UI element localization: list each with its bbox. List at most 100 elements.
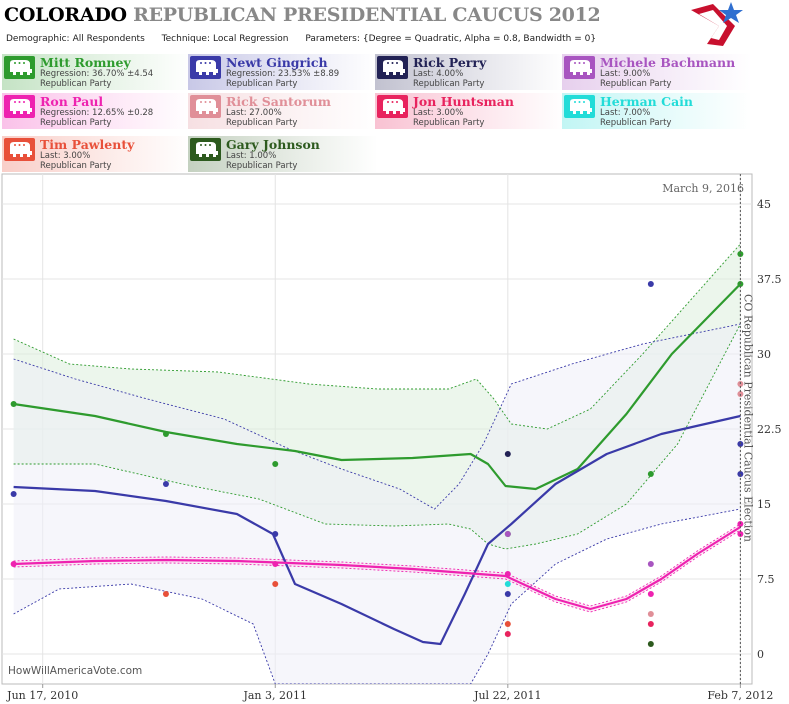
poll-point-michele-bachmann[interactable] [647, 561, 654, 567]
candidate-party: Republican Party [40, 161, 112, 171]
y-tick-label: 30 [757, 348, 771, 361]
demographic-label: Demographic: [6, 34, 70, 44]
candidate-stat: Last: 3.00% [413, 108, 464, 118]
poll-point-mitt-romney[interactable] [647, 471, 654, 477]
x-tick-label: Feb 7, 2012 [707, 689, 773, 702]
poll-point-ron-paul[interactable] [272, 561, 279, 567]
y-tick-label: 7.5 [757, 573, 775, 586]
candidate-name: Newt Gingrich [226, 55, 328, 70]
candidate-party: Republican Party [413, 118, 485, 128]
y-tick-label: 37.5 [757, 273, 782, 286]
candidate-card-ron-paul[interactable]: Ron Paul Regression: 12.65% ±0.28 Republic… [2, 93, 192, 129]
poll-point-mitt-romney[interactable] [162, 431, 169, 437]
candidate-name: Herman Cain [600, 94, 693, 109]
candidate-card-mitt-romney[interactable]: Mitt Romney Regression: 36.70% ±4.54 Repub… [2, 54, 192, 90]
watermark: HowWillAmericaVote.com [8, 665, 142, 677]
candidate-card-herman-cain[interactable]: Herman Cain Last: 7.00% Republican Party [562, 93, 752, 129]
poll-point-newt-gingrich[interactable] [504, 591, 511, 597]
elephant-icon [564, 95, 595, 118]
candidate-stat: Last: 7.00% [600, 108, 651, 118]
candidate-name: Rick Perry [413, 55, 487, 70]
poll-point-rick-santorum[interactable] [647, 611, 654, 617]
candidate-stat: Last: 27.00% [226, 108, 282, 118]
elephant-icon [377, 56, 408, 79]
candidate-stat: Regression: 12.65% ±0.28 [40, 108, 154, 118]
lower-bound-mitt-romney [13, 323, 741, 550]
poll-point-newt-gingrich[interactable] [272, 531, 279, 537]
candidate-card-gary-johnson[interactable]: Gary Johnson Last: 1.00% Republican Party [188, 136, 378, 172]
demographic-value[interactable]: All Respondents [72, 34, 145, 44]
title-state: COLORADO [4, 4, 127, 26]
y-tick-label: 22.5 [757, 423, 782, 436]
poll-point-newt-gingrich[interactable] [647, 281, 654, 287]
candidate-name: Michele Bachmann [600, 55, 736, 70]
candidate-stat: Last: 3.00% [40, 151, 91, 161]
elephant-icon [4, 95, 35, 118]
candidate-card-newt-gingrich[interactable]: Newt Gingrich Regression: 23.53% ±8.89 Rep… [188, 54, 378, 90]
poll-point-tim-pawlenty[interactable] [162, 591, 169, 597]
poll-point-ron-paul[interactable] [10, 561, 17, 567]
poll-point-jon-huntsman[interactable] [647, 621, 654, 627]
poll-point-mitt-romney[interactable] [10, 401, 17, 407]
regression-line-mitt-romney [13, 283, 742, 491]
candidate-name: Mitt Romney [40, 55, 131, 70]
candidate-stat: Regression: 36.70% ±4.54 [40, 69, 154, 79]
candidate-card-michele-bachmann[interactable]: Michele Bachmann Last: 9.00% Republican Pa… [562, 54, 752, 90]
candidate-name: Gary Johnson [226, 137, 320, 152]
corner-date-label: March 9, 2016 [662, 182, 744, 195]
elephant-icon [190, 138, 221, 161]
regression-line-ron-paul [13, 526, 741, 611]
poll-point-mitt-romney[interactable] [272, 461, 279, 467]
plot-content [10, 243, 744, 684]
candidate-stat: Last: 1.00% [226, 151, 277, 161]
poll-point-michele-bachmann[interactable] [504, 531, 511, 537]
candidate-name: Rick Santorum [226, 94, 331, 109]
poll-point-rick-perry[interactable] [504, 451, 511, 457]
candidate-card-jon-huntsman[interactable]: Jon Huntsman Last: 3.00% Republican Party [375, 93, 565, 129]
elephant-icon [190, 56, 221, 79]
x-tick-label: Jun 17, 2010 [6, 689, 78, 702]
y-tick-label: 0 [757, 648, 764, 661]
poll-point-jon-huntsman[interactable] [504, 631, 511, 637]
poll-point-ron-paul[interactable] [647, 591, 654, 597]
page-title: COLORADO REPUBLICAN PRESIDENTIAL CAUCUS … [4, 4, 601, 26]
candidate-party: Republican Party [40, 118, 112, 128]
candidate-party: Republican Party [226, 118, 298, 128]
poll-chart: CO Republican Presidential Caucus Electi… [1, 173, 782, 702]
x-tick-label: Jul 22, 2011 [473, 689, 542, 702]
star-logo-icon [691, 2, 743, 46]
candidate-name: Ron Paul [40, 94, 104, 109]
elephant-icon [377, 95, 408, 118]
lower-bound-ron-paul [13, 529, 741, 613]
poll-point-gary-johnson[interactable] [647, 641, 654, 647]
poll-point-herman-cain[interactable] [504, 581, 511, 587]
parameters-value[interactable]: {Degree = Quadratic, Alpha = 0.8, Bandwi… [362, 34, 597, 44]
parameters-label: Parameters: [305, 34, 360, 44]
candidate-stat: Last: 9.00% [600, 69, 651, 79]
candidate-party: Republican Party [40, 79, 112, 89]
candidate-name: Jon Huntsman [413, 94, 514, 109]
x-tick-label: Jan 3, 2011 [242, 689, 307, 702]
candidate-name: Tim Pawlenty [40, 137, 135, 152]
candidate-party: Republican Party [226, 161, 298, 171]
elephant-icon [190, 95, 221, 118]
regression-line-newt-gingrich [13, 414, 741, 646]
candidate-card-rick-santorum[interactable]: Rick Santorum Last: 27.00% Republican Part… [188, 93, 378, 129]
poll-point-newt-gingrich[interactable] [162, 481, 169, 487]
poll-point-newt-gingrich[interactable] [10, 491, 17, 497]
poll-point-tim-pawlenty[interactable] [272, 581, 279, 587]
y-tick-label: 45 [757, 198, 771, 211]
candidate-legend: Mitt Romney Regression: 36.70% ±4.54 Repub… [0, 54, 789, 172]
candidate-party: Republican Party [600, 118, 672, 128]
poll-point-ron-paul[interactable] [504, 571, 511, 577]
elephant-icon [4, 56, 35, 79]
poll-point-tim-pawlenty[interactable] [504, 621, 511, 627]
upper-bound-newt-gingrich [13, 323, 741, 510]
candidate-stat: Regression: 23.53% ±8.89 [226, 69, 340, 79]
y-tick-label: 15 [757, 498, 771, 511]
candidate-card-tim-pawlenty[interactable]: Tim Pawlenty Last: 3.00% Republican Party [2, 136, 192, 172]
technique-label: Technique: [161, 34, 211, 44]
parameters-bar: Demographic: All Respondents Technique: Lo… [6, 34, 610, 44]
candidate-card-rick-perry[interactable]: Rick Perry Last: 4.00% Republican Party [375, 54, 565, 90]
technique-value[interactable]: Local Regression [213, 34, 289, 44]
